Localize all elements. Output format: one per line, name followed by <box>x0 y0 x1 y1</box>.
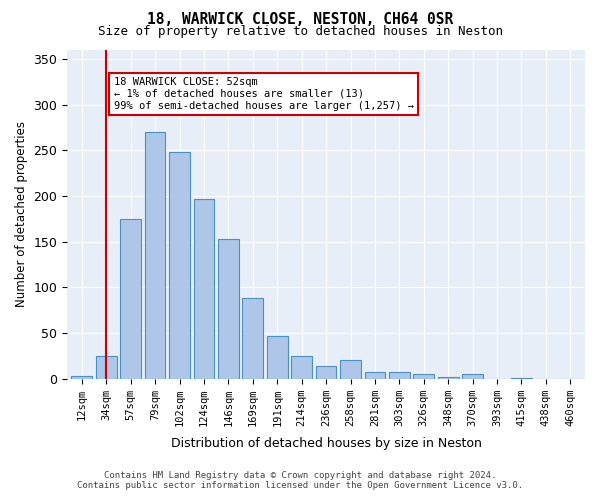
Bar <box>96 356 116 378</box>
Bar <box>438 377 458 378</box>
Bar <box>389 372 410 378</box>
Bar <box>218 239 239 378</box>
Bar <box>120 219 141 378</box>
Text: 18 WARWICK CLOSE: 52sqm
← 1% of detached houses are smaller (13)
99% of semi-det: 18 WARWICK CLOSE: 52sqm ← 1% of detached… <box>113 78 413 110</box>
Bar <box>242 298 263 378</box>
Bar <box>316 366 337 378</box>
Text: Size of property relative to detached houses in Neston: Size of property relative to detached ho… <box>97 25 503 38</box>
Bar <box>194 199 214 378</box>
Bar <box>145 132 166 378</box>
Bar <box>340 360 361 378</box>
Bar <box>462 374 483 378</box>
Y-axis label: Number of detached properties: Number of detached properties <box>15 122 28 308</box>
Bar <box>291 356 312 378</box>
X-axis label: Distribution of detached houses by size in Neston: Distribution of detached houses by size … <box>170 437 482 450</box>
Bar <box>413 374 434 378</box>
Bar <box>71 376 92 378</box>
Bar <box>365 372 385 378</box>
Bar <box>267 336 287 378</box>
Bar <box>169 152 190 378</box>
Text: Contains HM Land Registry data © Crown copyright and database right 2024.
Contai: Contains HM Land Registry data © Crown c… <box>77 470 523 490</box>
Text: 18, WARWICK CLOSE, NESTON, CH64 0SR: 18, WARWICK CLOSE, NESTON, CH64 0SR <box>147 12 453 28</box>
